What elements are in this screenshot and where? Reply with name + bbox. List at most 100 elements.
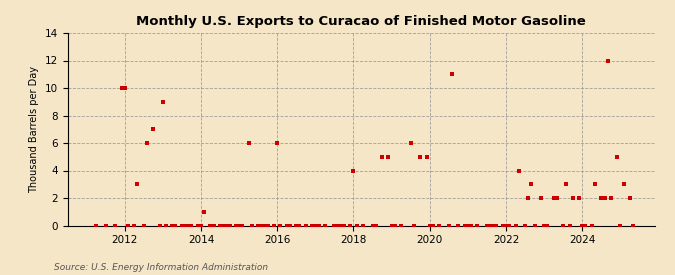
Point [275,223,286,228]
Point [192,223,203,228]
Point [485,223,495,228]
Point [618,182,629,186]
Point [119,86,130,90]
Point [367,223,378,228]
Point [116,86,127,90]
Point [234,223,244,228]
Point [198,210,209,214]
Point [90,223,101,228]
Point [221,223,232,228]
Point [142,141,153,145]
Point [551,196,562,200]
Point [415,155,426,159]
Point [208,223,219,228]
Point [481,223,492,228]
Point [307,223,318,228]
Point [491,223,502,228]
Point [459,223,470,228]
Point [272,141,283,145]
Point [568,196,578,200]
Point [408,223,419,228]
Point [351,223,362,228]
Point [332,223,343,228]
Point [488,223,499,228]
Point [542,223,553,228]
Point [319,223,330,228]
Point [218,223,229,228]
Point [148,127,159,131]
Point [615,223,626,228]
Point [167,223,178,228]
Point [205,223,216,228]
Point [186,223,197,228]
Point [348,168,359,173]
Point [371,223,381,228]
Point [605,196,616,200]
Point [284,223,295,228]
Point [157,100,168,104]
Point [612,155,622,159]
Point [589,182,600,186]
Point [335,223,346,228]
Point [176,223,187,228]
Point [243,141,254,145]
Point [535,196,546,200]
Point [539,223,549,228]
Point [510,223,521,228]
Point [501,223,512,228]
Point [386,223,397,228]
Point [161,223,171,228]
Point [138,223,149,228]
Text: Source: U.S. Energy Information Administration: Source: U.S. Energy Information Administ… [54,263,268,272]
Point [377,155,387,159]
Point [548,196,559,200]
Point [358,223,369,228]
Y-axis label: Thousand Barrels per Day: Thousand Barrels per Day [29,66,39,193]
Point [339,223,350,228]
Title: Monthly U.S. Exports to Curacao of Finished Motor Gasoline: Monthly U.S. Exports to Curacao of Finis… [136,15,586,28]
Point [558,223,568,228]
Point [259,223,270,228]
Point [504,223,514,228]
Point [580,223,591,228]
Point [100,223,111,228]
Point [526,182,537,186]
Point [180,223,190,228]
Point [215,223,225,228]
Point [577,223,588,228]
Point [453,223,464,228]
Point [520,223,531,228]
Point [224,223,235,228]
Point [170,223,181,228]
Point [447,72,458,76]
Point [602,58,613,63]
Point [269,223,279,228]
Point [599,196,610,200]
Point [466,223,477,228]
Point [396,223,406,228]
Point [281,223,292,228]
Point [425,223,435,228]
Point [246,223,257,228]
Point [110,223,121,228]
Point [497,223,508,228]
Point [389,223,400,228]
Point [561,182,572,186]
Point [564,223,575,228]
Point [291,223,302,228]
Point [574,196,585,200]
Point [434,223,445,228]
Point [513,168,524,173]
Point [252,223,263,228]
Point [231,223,242,228]
Point [237,223,248,228]
Point [523,196,534,200]
Point [310,223,321,228]
Point [345,223,356,228]
Point [462,223,473,228]
Point [155,223,165,228]
Point [196,223,207,228]
Point [596,196,607,200]
Point [421,155,432,159]
Point [628,223,639,228]
